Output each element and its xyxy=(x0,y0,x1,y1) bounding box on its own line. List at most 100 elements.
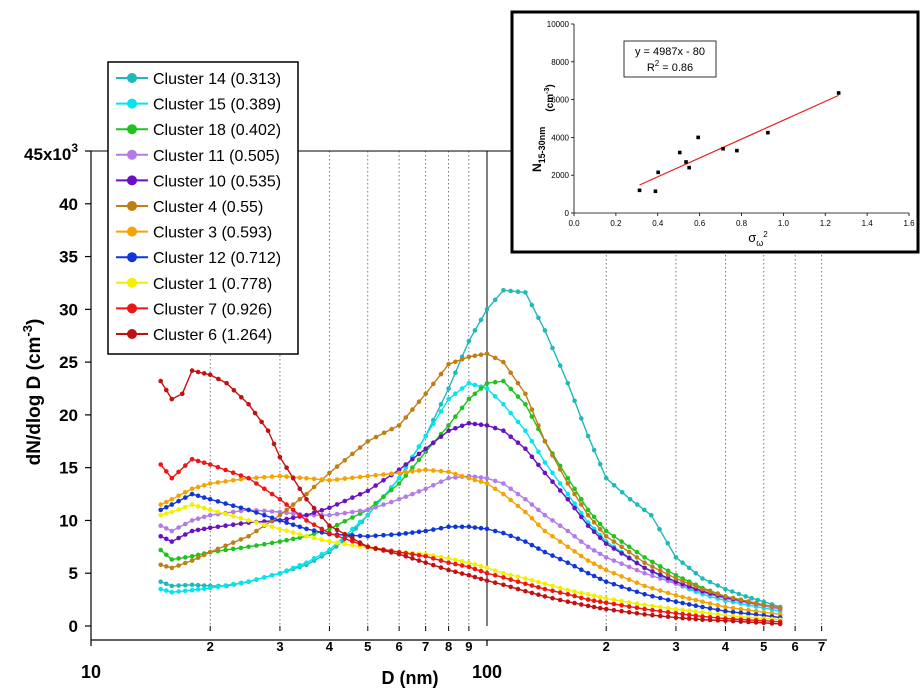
series-point xyxy=(350,451,355,457)
series-point xyxy=(334,527,340,533)
series-point xyxy=(619,551,624,556)
inset-y-tick-label: 8000 xyxy=(551,58,569,67)
series-point xyxy=(761,599,767,604)
series-point xyxy=(215,584,221,589)
series-point xyxy=(769,604,775,609)
series-point xyxy=(290,511,296,516)
series-point xyxy=(650,573,655,579)
series-point xyxy=(484,578,490,583)
series-point xyxy=(585,570,591,576)
series-point xyxy=(642,507,647,513)
series-point xyxy=(680,600,685,606)
series-point xyxy=(311,522,317,527)
series-point xyxy=(334,464,340,469)
series-point xyxy=(290,565,296,571)
series-point xyxy=(446,556,451,561)
series-point xyxy=(207,512,213,518)
series-point xyxy=(730,609,736,615)
series-point xyxy=(579,539,584,544)
series-point xyxy=(438,402,444,407)
series-point xyxy=(416,444,422,449)
x-minor-tick-label: 3 xyxy=(672,639,679,654)
series-point xyxy=(753,608,759,614)
series-point xyxy=(164,469,169,474)
series-point xyxy=(693,597,699,603)
series-point xyxy=(416,489,422,494)
series-point xyxy=(189,554,195,559)
series-point xyxy=(715,583,721,588)
series-point xyxy=(304,560,309,565)
series-point xyxy=(723,613,728,618)
x-minor-tick-label: 5 xyxy=(760,639,767,654)
series-point xyxy=(611,558,617,563)
series-point xyxy=(195,484,201,490)
series-point xyxy=(542,528,548,534)
series-point xyxy=(492,573,498,578)
series-point xyxy=(410,456,415,462)
series-point xyxy=(746,599,751,604)
series-point xyxy=(327,470,332,476)
series-point xyxy=(304,534,309,539)
series-point xyxy=(484,526,490,532)
series-point xyxy=(523,290,528,295)
series-point xyxy=(277,570,283,576)
series-point xyxy=(591,548,597,553)
series-point xyxy=(269,573,275,578)
series-point xyxy=(700,614,705,619)
series-point xyxy=(262,486,267,492)
series-point xyxy=(459,563,465,568)
series-point xyxy=(492,394,498,399)
series-point xyxy=(508,370,513,376)
series-point xyxy=(557,363,563,368)
series-point xyxy=(557,556,563,562)
series-point xyxy=(207,585,213,591)
series-point xyxy=(284,507,289,513)
series-point xyxy=(446,560,451,565)
series-point xyxy=(591,598,597,603)
series-point xyxy=(585,544,591,550)
series-point xyxy=(508,577,513,582)
series-point xyxy=(557,481,563,486)
series-point xyxy=(262,522,267,527)
series-point xyxy=(327,526,332,532)
series-point xyxy=(269,524,275,530)
series-point xyxy=(529,414,535,419)
series-point xyxy=(529,590,535,596)
series-point xyxy=(665,605,671,611)
series-point xyxy=(680,578,685,584)
series-point xyxy=(180,391,185,397)
series-point xyxy=(158,507,163,513)
series-point xyxy=(591,573,597,579)
series-point xyxy=(176,525,181,530)
series-point xyxy=(319,514,325,520)
series-point xyxy=(665,590,671,596)
series-point xyxy=(723,604,728,610)
series-point xyxy=(515,574,521,579)
legend-marker xyxy=(127,303,137,314)
series-point xyxy=(700,604,705,610)
series-point xyxy=(195,504,201,509)
series-point xyxy=(693,570,699,576)
series-point xyxy=(327,530,332,536)
inset-point xyxy=(637,188,642,193)
series-point xyxy=(501,428,506,434)
series-point xyxy=(591,514,597,520)
series-point xyxy=(158,562,163,568)
inset-x-tick-label: 0.2 xyxy=(610,219,622,228)
series-point xyxy=(650,564,655,569)
series-point xyxy=(542,594,548,599)
series-point xyxy=(183,490,188,495)
series-point xyxy=(693,616,699,622)
series-point xyxy=(342,510,348,516)
x-minor-tick-label: 2 xyxy=(207,639,214,654)
series-point xyxy=(201,586,207,591)
series-point xyxy=(223,467,228,473)
series-point xyxy=(365,507,371,513)
y-tick-label: 0 xyxy=(69,617,78,636)
series-point xyxy=(183,588,188,594)
series-point xyxy=(557,585,563,591)
series-point xyxy=(730,618,736,624)
series-point xyxy=(164,536,169,542)
series-point xyxy=(579,514,584,520)
series-point xyxy=(350,526,355,532)
